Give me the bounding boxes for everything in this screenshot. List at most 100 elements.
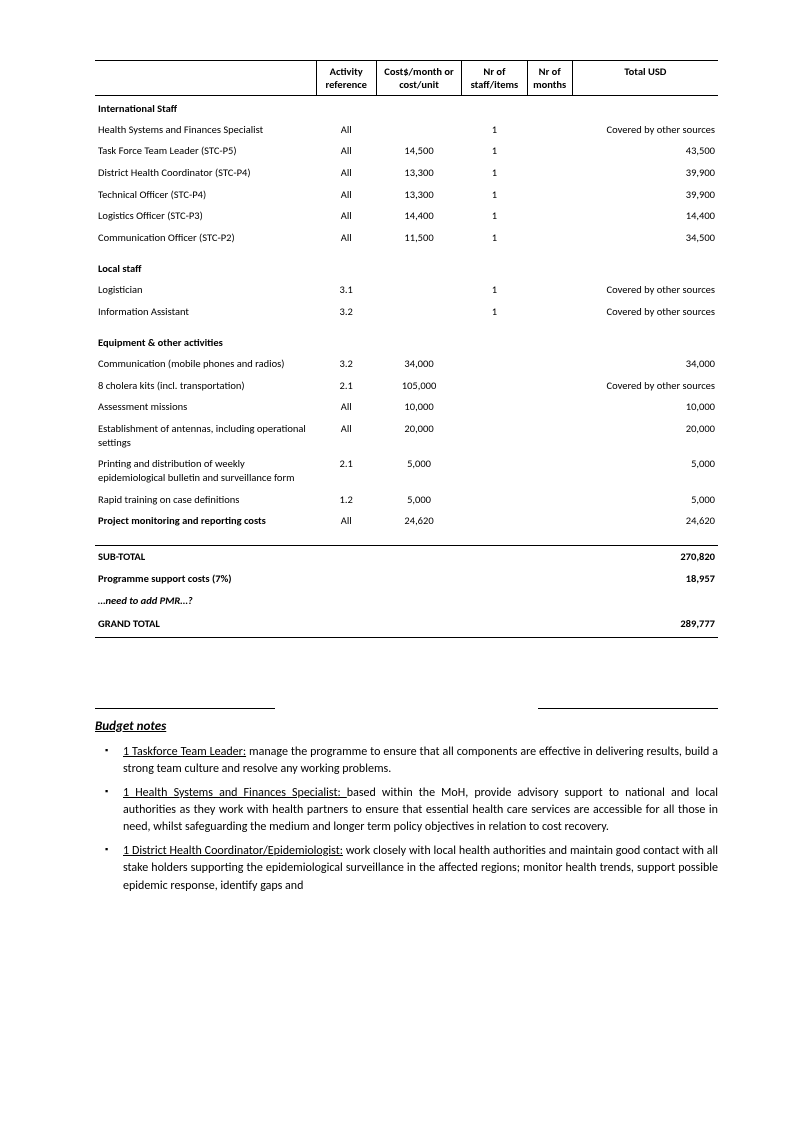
empty-cell bbox=[527, 611, 572, 637]
cell-staff: 1 bbox=[462, 227, 527, 249]
note-lead: 1 Health Systems and Finances Specialist… bbox=[123, 786, 347, 800]
cell-months bbox=[527, 162, 572, 184]
divider bbox=[95, 708, 718, 709]
cell-months bbox=[527, 453, 572, 488]
summary-label: SUB-TOTAL bbox=[95, 546, 316, 568]
note-item: 1 District Health Coordinator/Epidemiolo… bbox=[123, 843, 718, 895]
cell-months bbox=[527, 205, 572, 227]
cell-months bbox=[527, 418, 572, 453]
cell-cost: 14,400 bbox=[376, 205, 461, 227]
empty-cell bbox=[316, 96, 376, 119]
cell-ref: All bbox=[316, 418, 376, 453]
cell-staff: 1 bbox=[462, 140, 527, 162]
cell-desc: Establishment of antennas, including ope… bbox=[95, 418, 316, 453]
cell-cost bbox=[376, 119, 461, 141]
table-row: GRAND TOTAL289,777 bbox=[95, 611, 718, 637]
cell-ref: 3.2 bbox=[316, 301, 376, 323]
cell-total: 14,400 bbox=[572, 205, 718, 227]
empty-cell bbox=[527, 322, 572, 353]
cell-ref: All bbox=[316, 184, 376, 206]
empty-cell bbox=[462, 611, 527, 637]
th-total: Total USD bbox=[572, 61, 718, 96]
table-row: Rapid training on case definitions1.25,0… bbox=[95, 489, 718, 511]
cell-cost: 11,500 bbox=[376, 227, 461, 249]
cell-desc: Project monitoring and reporting costs bbox=[95, 510, 316, 532]
notes-title: Budget notes bbox=[95, 719, 718, 734]
cell-total: 5,000 bbox=[572, 489, 718, 511]
empty-cell bbox=[462, 322, 527, 353]
th-ref: Activity reference bbox=[316, 61, 376, 96]
empty-cell bbox=[316, 611, 376, 637]
table-row: District Health Coordinator (STC-P4)All1… bbox=[95, 162, 718, 184]
cell-total: 24,620 bbox=[572, 510, 718, 532]
empty-cell bbox=[572, 322, 718, 353]
empty-cell bbox=[316, 568, 376, 590]
cell-cost: 13,300 bbox=[376, 184, 461, 206]
section-title: Local staff bbox=[95, 248, 316, 279]
budget-table: Activity reference Cost$/month or cost/u… bbox=[95, 60, 718, 638]
cell-cost: 5,000 bbox=[376, 489, 461, 511]
cell-staff bbox=[462, 489, 527, 511]
table-row: Technical Officer (STC-P4)All13,300139,9… bbox=[95, 184, 718, 206]
cell-staff bbox=[462, 510, 527, 532]
cell-months bbox=[527, 184, 572, 206]
spacer-cell bbox=[376, 532, 461, 546]
cell-ref: 2.1 bbox=[316, 375, 376, 397]
cell-cost: 5,000 bbox=[376, 453, 461, 488]
cell-cost: 14,500 bbox=[376, 140, 461, 162]
table-row: Task Force Team Leader (STC-P5)All14,500… bbox=[95, 140, 718, 162]
cell-total: Covered by other sources bbox=[572, 279, 718, 301]
cell-cost: 10,000 bbox=[376, 396, 461, 418]
empty-cell bbox=[462, 568, 527, 590]
section-title: International Staff bbox=[95, 96, 316, 119]
empty-cell bbox=[376, 611, 461, 637]
cell-cost bbox=[376, 301, 461, 323]
empty-cell bbox=[527, 546, 572, 568]
th-staff: Nr of staff/items bbox=[462, 61, 527, 96]
cell-staff bbox=[462, 453, 527, 488]
cell-cost: 34,000 bbox=[376, 353, 461, 375]
empty-cell bbox=[376, 248, 461, 279]
cell-desc: Rapid training on case definitions bbox=[95, 489, 316, 511]
table-row: Health Systems and Finances SpecialistAl… bbox=[95, 119, 718, 141]
empty-cell bbox=[316, 590, 376, 612]
table-row: Logistics Officer (STC-P3)All14,400114,4… bbox=[95, 205, 718, 227]
summary-value bbox=[572, 590, 718, 612]
table-row: …need to add PMR…? bbox=[95, 590, 718, 612]
cell-ref: All bbox=[316, 119, 376, 141]
summary-value: 270,820 bbox=[572, 546, 718, 568]
cell-desc: Communication (mobile phones and radios) bbox=[95, 353, 316, 375]
cell-desc: Health Systems and Finances Specialist bbox=[95, 119, 316, 141]
cell-staff: 1 bbox=[462, 119, 527, 141]
cell-total: 39,900 bbox=[572, 162, 718, 184]
table-row: Local staff bbox=[95, 248, 718, 279]
table-row: Programme support costs (7%)18,957 bbox=[95, 568, 718, 590]
empty-cell bbox=[376, 546, 461, 568]
cell-desc: Printing and distribution of weekly epid… bbox=[95, 453, 316, 488]
cell-total: 10,000 bbox=[572, 396, 718, 418]
note-lead: 1 Taskforce Team Leader: bbox=[123, 745, 246, 759]
cell-ref: 3.1 bbox=[316, 279, 376, 301]
spacer-cell bbox=[527, 532, 572, 546]
cell-cost: 20,000 bbox=[376, 418, 461, 453]
cell-desc: District Health Coordinator (STC-P4) bbox=[95, 162, 316, 184]
spacer-cell bbox=[572, 532, 718, 546]
empty-cell bbox=[316, 322, 376, 353]
cell-desc: Logistics Officer (STC-P3) bbox=[95, 205, 316, 227]
spacer-cell bbox=[462, 532, 527, 546]
cell-staff: 1 bbox=[462, 279, 527, 301]
table-row: Assessment missionsAll10,00010,000 bbox=[95, 396, 718, 418]
cell-desc: Task Force Team Leader (STC-P5) bbox=[95, 140, 316, 162]
cell-ref: All bbox=[316, 205, 376, 227]
empty-cell bbox=[376, 322, 461, 353]
empty-cell bbox=[376, 96, 461, 119]
spacer-cell bbox=[95, 532, 316, 546]
cell-staff bbox=[462, 418, 527, 453]
cell-desc: 8 cholera kits (incl. transportation) bbox=[95, 375, 316, 397]
empty-cell bbox=[572, 248, 718, 279]
table-row: 8 cholera kits (incl. transportation)2.1… bbox=[95, 375, 718, 397]
cell-total: 20,000 bbox=[572, 418, 718, 453]
empty-cell bbox=[527, 568, 572, 590]
note-item: 1 Taskforce Team Leader: manage the prog… bbox=[123, 744, 718, 779]
cell-staff bbox=[462, 353, 527, 375]
